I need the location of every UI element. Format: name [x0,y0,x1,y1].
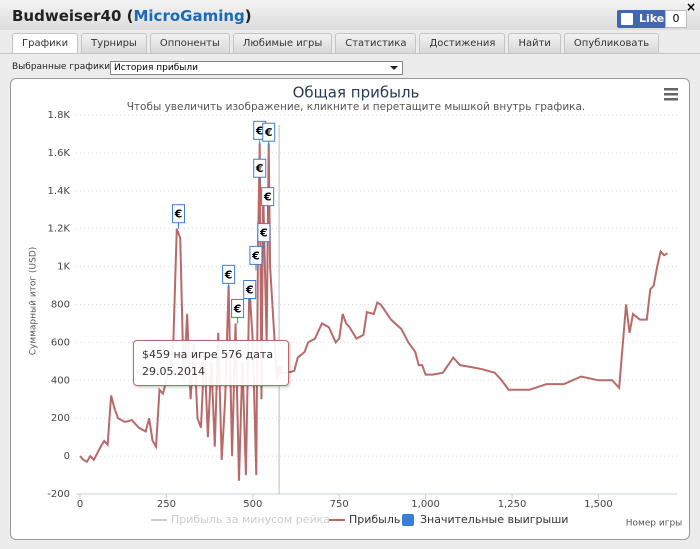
tooltip: $459 на игре 576 дата 29.05.2014 [133,340,289,386]
flag [172,204,185,224]
x-tick-label: 750 [330,499,349,510]
y-tick-label: -200 [47,489,70,500]
flag-label: € [174,208,183,221]
y-tick-label: 400 [51,375,70,386]
y-tick-label: 1.2K [48,224,71,235]
tab[interactable]: Статистика [335,33,417,53]
tab[interactable]: Найти [508,33,561,53]
y-tick-label: 0 [64,451,70,462]
flag-label: € [264,126,273,139]
y-tick-label: 800 [51,300,70,311]
tab-rule [0,53,700,54]
menu-icon[interactable] [664,88,678,101]
chart: Общая прибыль Чтобы увеличить изображени… [29,84,683,529]
flag-label: € [255,124,264,137]
x-tick-label: 1,250 [498,499,527,510]
legend-label: Прибыль [349,513,400,526]
y-tick-label: 1.8K [48,110,71,121]
x-tick-label: 1,000 [411,499,440,510]
y-tick-label: 1.4K [48,186,71,197]
legend-label: Прибыль за минусом рейка [171,513,330,526]
flag [261,187,275,207]
flag [257,223,271,243]
tab[interactable]: Любимые игры [232,33,333,53]
chart-frame: Общая прибыль Чтобы увеличить изображени… [10,78,690,540]
x-tick-label: 500 [243,499,262,510]
chart-title: Общая прибыль [293,84,420,102]
flag [262,122,276,142]
player-title: Budweiser40 (MicroGaming) [12,7,252,25]
x-axis-label: Номер игры [626,519,683,529]
x-tick-label: 250 [157,499,176,510]
tabs: Графики Турниры Оппоненты Любимые игры Стати… [12,33,660,53]
tab[interactable]: Турниры [81,33,147,53]
flag [222,264,236,284]
flag-label: € [245,284,254,297]
flag-label: € [259,227,268,240]
flag-label: € [263,191,272,204]
chart-subtitle: Чтобы увеличить изображение, кликните и … [127,101,586,113]
tab[interactable]: Достижения [419,33,506,53]
title-user: Budweiser40 ( [12,7,134,25]
y-tick-label: 600 [51,337,70,348]
flag [249,245,263,265]
flag [253,158,267,178]
flag-label: € [233,302,242,315]
legend-swatch [402,514,414,526]
flag [243,280,257,299]
y-axis-label: Суммарный итог (USD) [29,247,39,356]
y-tick-label: 1.6K [48,148,71,159]
profit-line [79,143,669,481]
like-count: 0 [665,10,687,28]
flag [231,298,245,318]
flag-label: € [251,249,260,262]
legend-label: Значительные выигрыши [420,513,568,526]
x-tick-label: 0 [77,499,83,510]
like-button[interactable]: Like [617,10,671,28]
y-tick-label: 1K [57,262,70,273]
tab[interactable]: Оппоненты [149,33,230,53]
title-end: ) [244,7,252,25]
tab[interactable]: Опубликовать [563,33,660,53]
y-tick-label: 200 [51,413,70,424]
flag-label: € [224,268,233,281]
x-tick-label: 1,500 [584,499,613,510]
flag-label: € [255,162,264,175]
header: Budweiser40 (MicroGaming) × Like 0 [0,0,700,30]
tab[interactable]: Графики [12,33,79,53]
site-link[interactable]: MicroGaming [133,7,245,25]
close-button[interactable]: × [685,0,696,14]
selector[interactable]: История прибыли [110,61,403,75]
selector-label: Выбранные графики: [12,62,114,72]
